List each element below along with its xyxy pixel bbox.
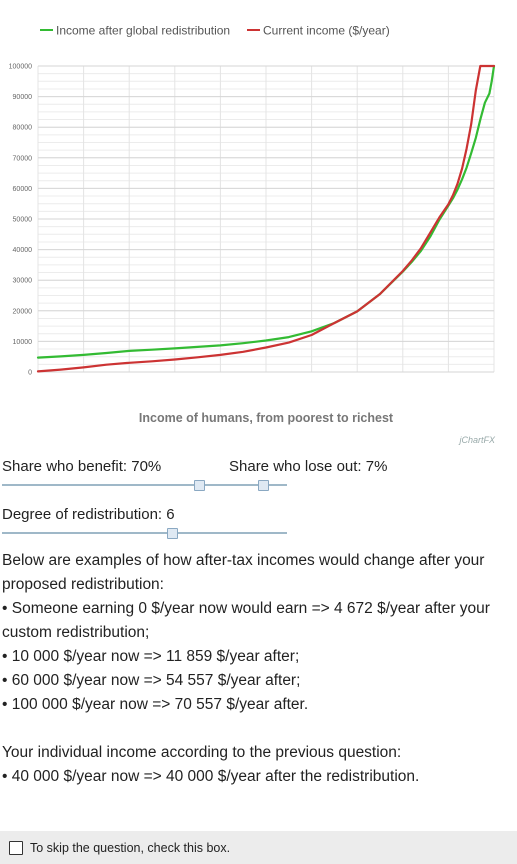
series-line-current-income: [36, 64, 496, 373]
example-line-2: • 10 000 $/year now => 11 859 $/year aft…: [2, 648, 300, 665]
example-line-1: • Someone earning 0 $/year now would ear…: [2, 600, 490, 641]
skip-label: To skip the question, check this box.: [30, 840, 231, 855]
y-tick-label: 80000: [13, 125, 33, 132]
share-benefit-label: Share who benefit: 70%: [2, 458, 162, 475]
share-slider-track[interactable]: [2, 484, 287, 486]
degree-slider-track[interactable]: [2, 532, 287, 534]
chart-brand-logo: jChartFX: [458, 435, 496, 445]
y-tick-label: 70000: [13, 155, 33, 162]
share-lose-handle[interactable]: [258, 480, 269, 491]
y-tick-label: 100000: [9, 64, 32, 71]
y-tick-label: 50000: [13, 217, 33, 224]
y-tick-label: 10000: [13, 339, 33, 346]
y-tick-label: 20000: [13, 308, 33, 315]
examples-intro: Below are examples of how after-tax inco…: [2, 552, 485, 593]
y-tick-label: 0: [28, 370, 32, 377]
y-tick-label: 60000: [13, 186, 33, 193]
examples-text: Below are examples of how after-tax inco…: [2, 549, 515, 789]
degree-handle[interactable]: [167, 528, 178, 539]
degree-label: Degree of redistribution: 6: [2, 506, 175, 523]
y-tick-label: 30000: [13, 278, 33, 285]
y-tick-label: 90000: [13, 94, 33, 101]
legend-label: Current income ($/year): [263, 24, 390, 38]
share-benefit-handle[interactable]: [194, 480, 205, 491]
spacer: [2, 717, 515, 741]
example-line-4: • 100 000 $/year now => 70 557 $/year af…: [2, 696, 309, 713]
chart-svg: 0 10000 20000 30000 40000 50000 60000 70000 8000…: [9, 24, 496, 446]
skip-bar[interactable]: To skip the question, check this box.: [0, 831, 517, 864]
share-lose-label: Share who lose out: 7%: [229, 458, 388, 475]
x-axis-label: Income of humans, from poorest to riches…: [139, 411, 394, 425]
skip-checkbox[interactable]: [9, 840, 23, 855]
income-chart: 0 10000 20000 30000 40000 50000 60000 70000 8000…: [9, 24, 496, 446]
legend-label: Income after global redistribution: [56, 24, 230, 38]
individual-intro: Your individual income according to the …: [2, 744, 402, 761]
individual-line: • 40 000 $/year now => 40 000 $/year aft…: [2, 768, 420, 785]
example-line-3: • 60 000 $/year now => 54 557 $/year aft…: [2, 672, 301, 689]
y-tick-label: 40000: [13, 247, 33, 254]
